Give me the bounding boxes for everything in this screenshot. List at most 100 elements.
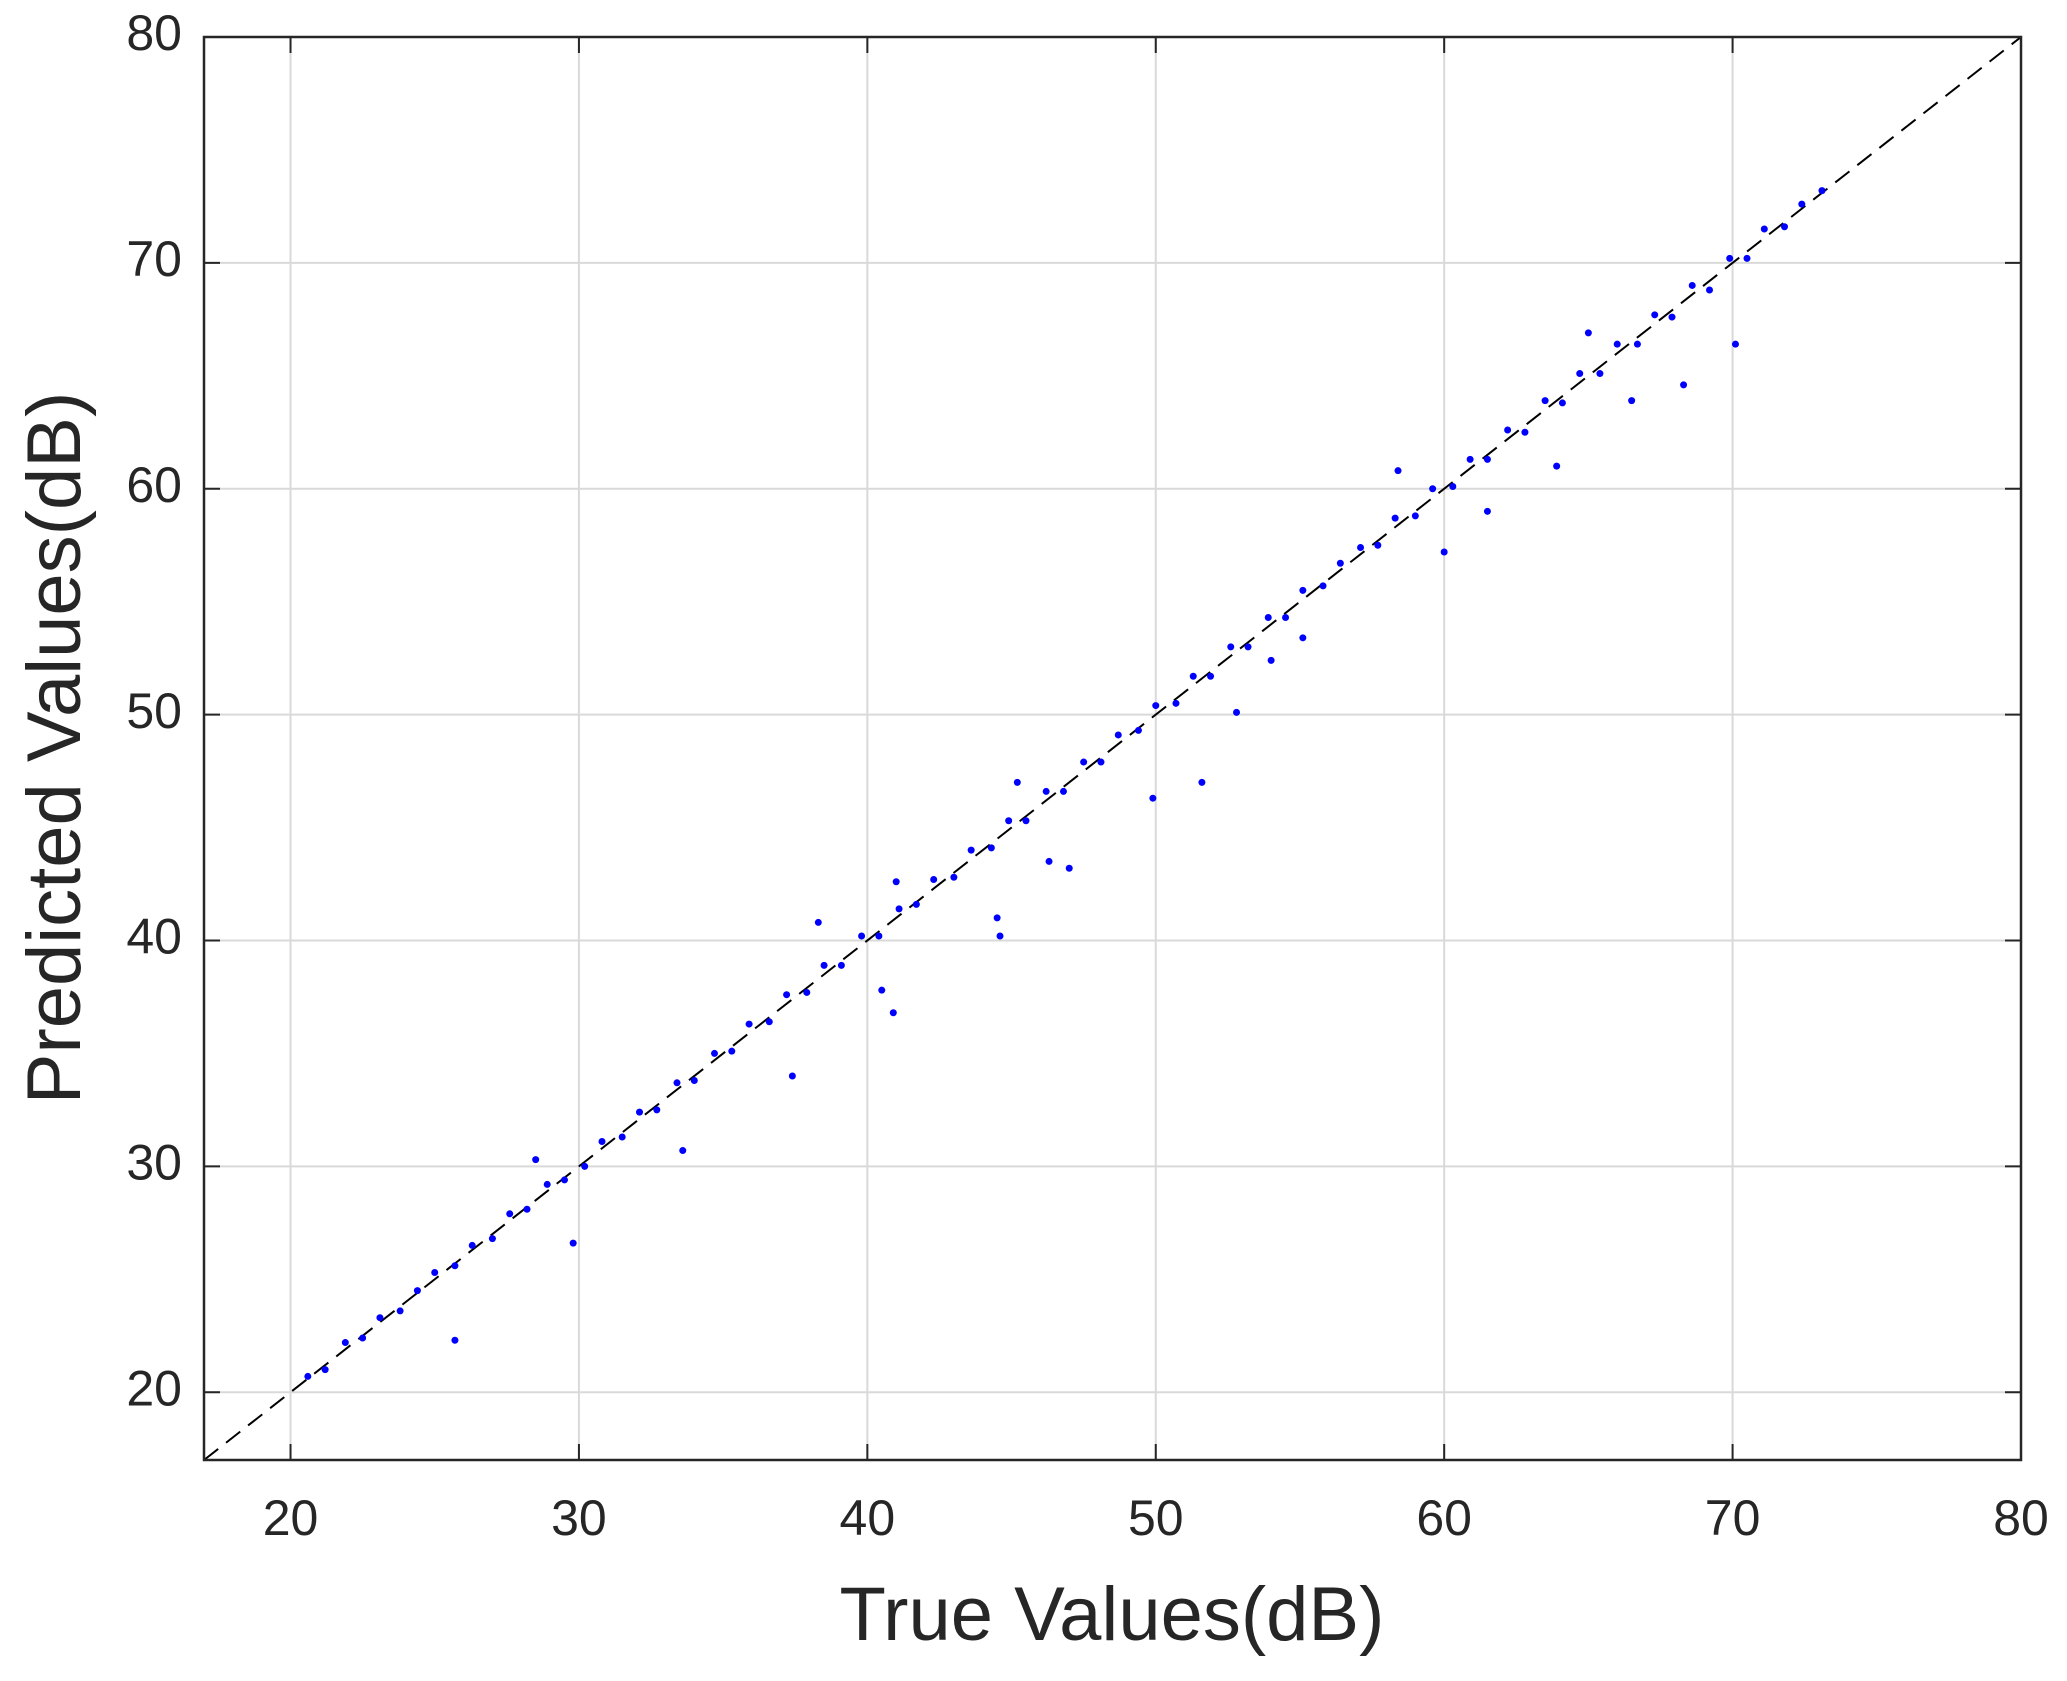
scatter-point <box>679 1147 687 1155</box>
scatter-point <box>1633 340 1641 348</box>
scatter-point <box>895 905 903 913</box>
scatter-point <box>1613 340 1621 348</box>
scatter-point <box>1267 656 1275 664</box>
scatter-point <box>878 986 886 994</box>
scatter-point <box>1584 329 1592 337</box>
scatter-point <box>1319 582 1327 590</box>
scatter-point <box>431 1269 439 1277</box>
scatter-point <box>858 932 866 940</box>
scatter-point <box>1189 672 1197 680</box>
scatter-point <box>1668 313 1676 321</box>
scatter-point <box>1541 397 1549 405</box>
scatter-point <box>1760 225 1768 233</box>
scatter-point <box>304 1372 312 1380</box>
x-tick-label: 50 <box>1128 1490 1184 1546</box>
scatter-point <box>1680 381 1688 389</box>
scatter-point <box>803 988 811 996</box>
scatter-point <box>488 1235 496 1243</box>
scatter-point <box>1005 817 1013 825</box>
y-tick-label: 30 <box>126 1135 182 1191</box>
scatter-point <box>1282 613 1290 621</box>
scatter-point <box>1781 223 1789 231</box>
scatter-point <box>1357 543 1365 551</box>
scatter-point <box>1731 340 1739 348</box>
scatter-point <box>532 1156 540 1164</box>
scatter-point <box>396 1307 404 1315</box>
scatter-point <box>1818 187 1826 195</box>
scatter-point <box>451 1262 459 1270</box>
y-tick-label: 80 <box>126 5 182 61</box>
x-tick-label: 20 <box>263 1490 319 1546</box>
y-tick-label: 50 <box>126 683 182 739</box>
scatter-point <box>987 844 995 852</box>
scatter-point <box>1558 399 1566 407</box>
scatter-point <box>1227 643 1235 651</box>
scatter-point <box>569 1239 577 1247</box>
scatter-point <box>1743 254 1751 262</box>
x-axis-title: True Values(dB) <box>840 1572 1385 1657</box>
scatter-point <box>1374 541 1382 549</box>
scatter-point <box>1429 485 1437 493</box>
scatter-point <box>1152 702 1160 710</box>
scatter-point <box>341 1339 349 1347</box>
scatter-point <box>930 876 938 884</box>
scatter-point <box>653 1106 661 1114</box>
y-tick-label: 60 <box>126 457 182 513</box>
scatter-point <box>1391 514 1399 522</box>
scatter-point <box>1596 370 1604 378</box>
scatter-point <box>892 878 900 886</box>
scatter-point <box>814 918 822 926</box>
x-tick-label: 40 <box>840 1490 896 1546</box>
scatter-point <box>1299 634 1307 642</box>
scatter-point <box>1233 708 1241 716</box>
scatter-point <box>359 1334 367 1342</box>
scatter-point <box>1394 467 1402 475</box>
y-tick-label: 70 <box>126 231 182 287</box>
scatter-point <box>1336 559 1344 567</box>
scatter-point <box>1114 731 1122 739</box>
scatter-point <box>1080 758 1088 766</box>
scatter-point <box>1045 857 1053 865</box>
scatter-point <box>1798 200 1806 208</box>
scatter-point <box>618 1133 626 1141</box>
scatter-point <box>523 1205 531 1213</box>
scatter-point <box>837 961 845 969</box>
identity-line <box>203 36 2022 1461</box>
scatter-point <box>950 873 958 881</box>
scatter-point <box>1264 613 1272 621</box>
scatter-point <box>413 1287 421 1295</box>
scatter-point <box>788 1072 796 1080</box>
scatter-point <box>996 932 1004 940</box>
scatter-point <box>673 1079 681 1087</box>
x-tick-label: 80 <box>1993 1490 2049 1546</box>
scatter-point <box>1651 311 1659 319</box>
scatter-point <box>765 1018 773 1026</box>
scatter-point <box>1706 286 1714 294</box>
scatter-point <box>1628 397 1636 405</box>
scatter-point <box>820 961 828 969</box>
scatter-point <box>710 1049 718 1057</box>
scatter-point <box>1299 586 1307 594</box>
scatter-point <box>875 932 883 940</box>
scatter-point <box>543 1180 551 1188</box>
scatter-point <box>889 1009 897 1017</box>
scatter-point <box>1134 726 1142 734</box>
scatter-point <box>1521 428 1529 436</box>
scatter-point <box>745 1020 753 1028</box>
scatter-point <box>1065 864 1073 872</box>
scatter-point <box>598 1138 606 1146</box>
scatter-point <box>912 900 920 908</box>
scatter-point <box>581 1162 589 1170</box>
scatter-point <box>1440 548 1448 556</box>
scatter-point <box>636 1108 644 1116</box>
x-tick-label: 30 <box>551 1490 607 1546</box>
scatter-point <box>690 1077 698 1085</box>
scatter-point <box>1483 507 1491 515</box>
scatter-point <box>728 1047 736 1055</box>
scatter-point <box>1449 482 1457 490</box>
scatter-point <box>1576 370 1584 378</box>
y-axis-title: Predicted Values(dB) <box>12 392 97 1105</box>
scatter-point <box>1013 778 1021 786</box>
y-tick-label: 40 <box>126 909 182 965</box>
scatter-point <box>1198 778 1206 786</box>
